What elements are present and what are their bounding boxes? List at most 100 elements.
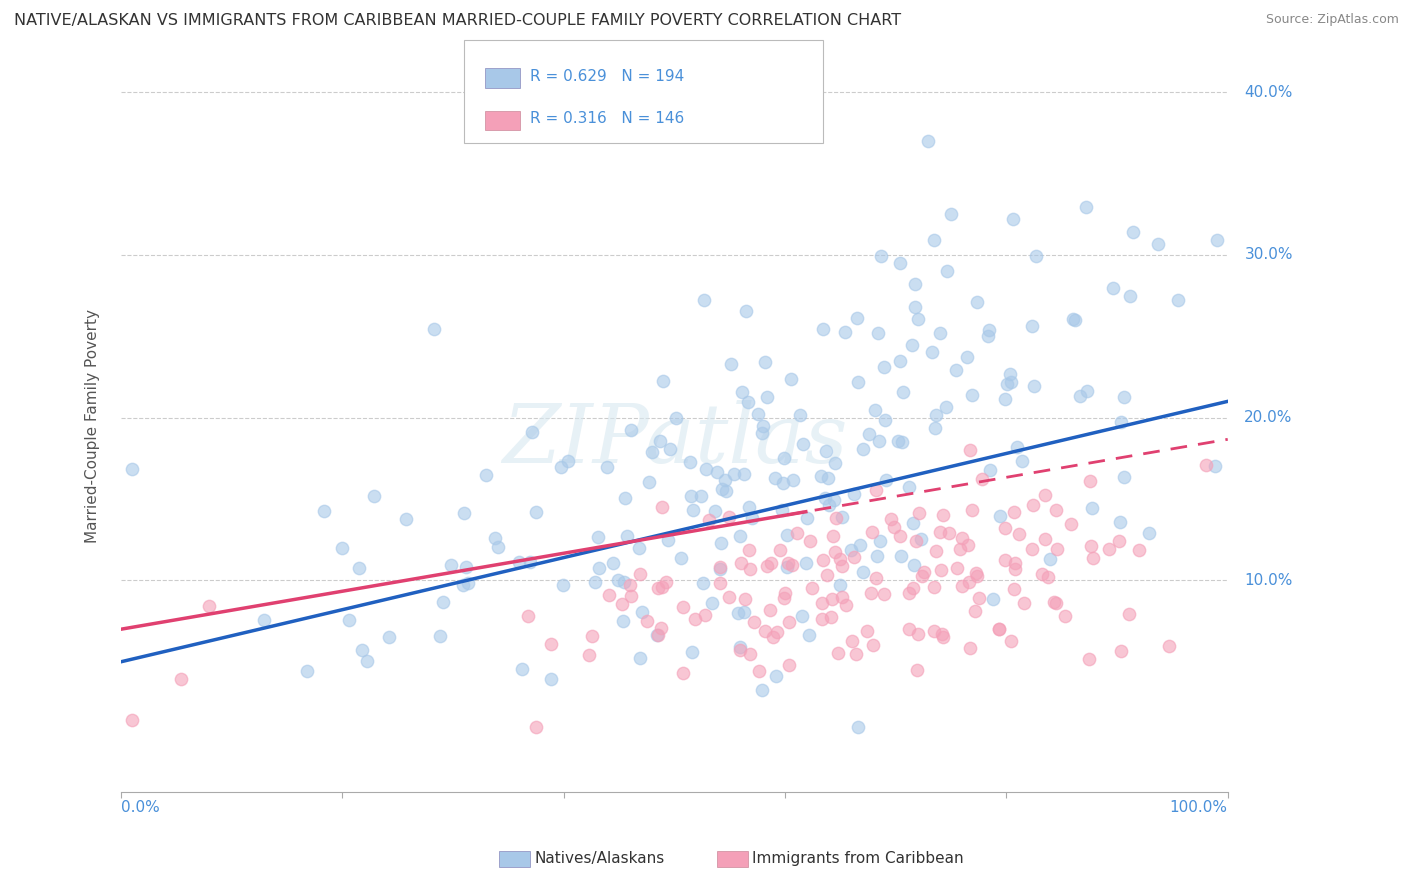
Point xyxy=(852,566,875,580)
Point xyxy=(693,293,716,307)
Point xyxy=(1118,289,1140,303)
Point xyxy=(834,325,856,339)
Point xyxy=(550,460,572,475)
Point xyxy=(522,425,544,439)
Point xyxy=(170,672,193,686)
Text: ZIPatlas: ZIPatlas xyxy=(502,401,848,481)
Point xyxy=(865,402,887,417)
Point xyxy=(965,604,987,618)
Point xyxy=(510,662,533,676)
Point xyxy=(977,329,1000,343)
Point xyxy=(678,455,700,469)
Point xyxy=(432,595,454,609)
Point xyxy=(709,559,731,574)
Point xyxy=(1005,441,1028,455)
Point xyxy=(820,610,842,624)
Point xyxy=(928,326,950,340)
Point xyxy=(960,503,983,517)
Point xyxy=(897,623,920,637)
Point xyxy=(922,624,945,639)
Point xyxy=(763,471,786,485)
Point xyxy=(860,525,883,540)
Point xyxy=(620,423,643,437)
Point xyxy=(988,623,1011,637)
Point xyxy=(776,556,799,570)
Point xyxy=(612,614,634,628)
Point xyxy=(800,581,823,595)
Point xyxy=(866,326,889,341)
Point xyxy=(912,565,935,579)
Point xyxy=(1108,533,1130,548)
Point xyxy=(685,612,707,626)
Point xyxy=(733,605,755,619)
Point xyxy=(709,576,731,591)
Point xyxy=(903,558,925,573)
Point xyxy=(904,301,927,315)
Point xyxy=(738,542,761,557)
Point xyxy=(1004,556,1026,570)
Point xyxy=(728,529,751,543)
Point xyxy=(596,459,619,474)
Point xyxy=(889,256,911,270)
Point xyxy=(922,234,945,248)
Point xyxy=(995,377,1018,392)
Point xyxy=(1167,293,1189,308)
Point xyxy=(901,516,924,530)
Point xyxy=(792,609,814,624)
Point xyxy=(780,558,803,573)
Point xyxy=(852,442,875,457)
Point xyxy=(965,566,987,580)
Point xyxy=(900,338,922,352)
Point xyxy=(614,491,637,506)
Point xyxy=(827,647,849,661)
Point xyxy=(859,586,882,600)
Point xyxy=(957,538,980,552)
Point xyxy=(453,506,475,520)
Point xyxy=(619,578,641,592)
Point xyxy=(647,628,669,642)
Point xyxy=(889,354,911,368)
Point xyxy=(910,532,932,546)
Point xyxy=(1101,281,1123,295)
Point xyxy=(891,384,914,399)
Point xyxy=(198,599,221,613)
Text: Immigrants from Caribbean: Immigrants from Caribbean xyxy=(752,852,965,866)
Point xyxy=(792,437,814,451)
Point xyxy=(1064,312,1087,326)
Point xyxy=(581,629,603,643)
Point xyxy=(638,475,661,489)
Point xyxy=(1012,596,1035,610)
Point xyxy=(754,624,776,638)
Point xyxy=(540,637,562,651)
Point xyxy=(825,511,848,525)
Point xyxy=(744,615,766,629)
Point xyxy=(630,605,652,619)
Point xyxy=(602,556,624,570)
Point xyxy=(650,622,672,636)
Point xyxy=(1109,644,1132,658)
Point xyxy=(967,591,990,605)
Point xyxy=(998,368,1021,382)
Point xyxy=(738,647,761,661)
Point xyxy=(728,642,751,657)
Point xyxy=(337,613,360,627)
Point xyxy=(553,578,575,592)
Point xyxy=(972,473,994,487)
Point xyxy=(935,400,957,414)
Point xyxy=(606,573,628,587)
Point xyxy=(679,489,702,503)
Point xyxy=(772,475,794,490)
Point xyxy=(756,390,779,404)
Point xyxy=(759,556,782,570)
Point xyxy=(1074,200,1097,214)
Point xyxy=(641,445,664,459)
Point xyxy=(1137,525,1160,540)
Point xyxy=(929,563,952,577)
Point xyxy=(810,468,832,483)
Point xyxy=(817,471,839,485)
Point xyxy=(773,450,796,465)
Text: 0.0%: 0.0% xyxy=(121,800,160,815)
Point xyxy=(946,561,969,575)
Point xyxy=(994,520,1017,534)
Point xyxy=(440,558,463,572)
